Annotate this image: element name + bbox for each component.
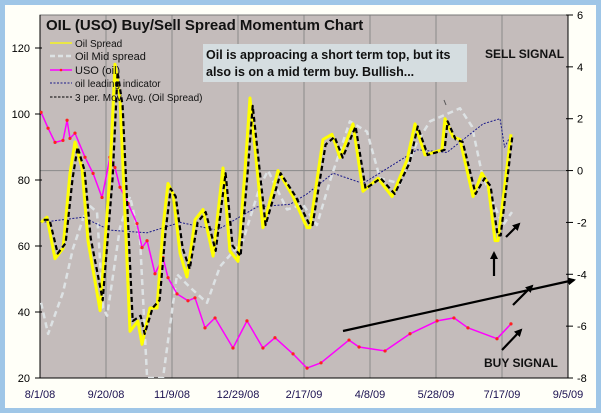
uso-data-point <box>435 319 439 323</box>
uso-data-point <box>61 138 65 142</box>
uso-data-point <box>509 322 513 326</box>
y-left-tick-label: 20 <box>18 373 30 385</box>
uso-data-point <box>68 136 72 141</box>
uso-data-point <box>291 352 295 356</box>
x-tick-label: 7/17/09 <box>484 389 521 401</box>
uso-data-point <box>175 292 179 296</box>
y-right-tick-label: 4 <box>577 62 583 74</box>
uso-data-point <box>203 326 207 330</box>
diagonal-arrow-upper <box>505 222 521 238</box>
y-left-tick-label: 80 <box>18 175 30 187</box>
y-left-tick-label: 100 <box>12 109 30 121</box>
y-right-tick-label: -4 <box>577 269 587 281</box>
uso-data-point <box>273 336 277 340</box>
uso-data-point <box>186 299 190 303</box>
legend-label: USO (oil) <box>75 65 120 77</box>
buy-signal-label: BUY SIGNAL <box>484 356 558 370</box>
y-left-tick-label: 60 <box>18 241 30 253</box>
x-tick-label: 5/28/09 <box>418 389 455 401</box>
y-left-tick-label: 120 <box>12 43 30 55</box>
x-tick-label: 2/17/09 <box>286 389 323 401</box>
legend-marker-uso <box>59 68 63 72</box>
uso-data-point <box>83 155 87 159</box>
note-box: Oil is approacing a short term top, but … <box>203 44 467 82</box>
legend-label: Oil Spread <box>75 39 122 50</box>
uso-data-point <box>347 338 351 342</box>
uso-data-point <box>91 171 95 175</box>
series-3-per-mov-avg-oil-spread <box>43 70 514 335</box>
y-right-tick-label: 2 <box>577 114 583 126</box>
uso-data-point <box>383 349 387 353</box>
x-tick-label: 12/29/08 <box>217 389 260 401</box>
uso-data-point <box>140 246 144 250</box>
uso-data-point <box>357 345 361 349</box>
uso-data-point <box>466 326 470 330</box>
uso-data-point <box>113 165 117 170</box>
x-tick-label: 9/5/09 <box>553 389 584 401</box>
uso-data-point <box>495 337 499 341</box>
y-right-tick-label: 6 <box>577 10 583 22</box>
x-tick-label: 8/1/08 <box>25 389 56 401</box>
diagonal-arrow-middle <box>512 284 534 306</box>
uso-data-point <box>40 110 43 114</box>
trend-arrow <box>342 277 576 333</box>
chart-title: OIL (USO) Buy/Sell Spread Momentum Chart <box>46 17 363 34</box>
note-line-2: also is on a mid term buy. Bullish... <box>206 65 414 79</box>
sell-signal-label: SELL SIGNAL <box>485 47 564 61</box>
uso-data-point <box>166 276 170 280</box>
legend-label: 3 per. Mov. Avg. (Oil Spread) <box>75 93 202 104</box>
note-line-1: Oil is approacing a short term top, but … <box>206 48 451 62</box>
uso-data-point <box>145 239 149 243</box>
uso-data-point <box>213 316 217 320</box>
x-tick-label: 11/9/08 <box>154 389 190 401</box>
uso-data-point <box>231 346 235 350</box>
diagonal-arrow-lower <box>501 328 523 351</box>
uso-data-point <box>118 185 122 189</box>
uso-data-point <box>245 319 249 323</box>
y-left-tick-label: 40 <box>18 307 30 319</box>
legend-label: Oil Mid spread <box>75 51 146 63</box>
x-tick-label: 9/20/08 <box>88 389 125 401</box>
uso-data-point <box>261 346 265 350</box>
uso-data-point <box>135 221 139 226</box>
uso-data-point <box>46 126 50 130</box>
uso-data-point <box>100 195 104 200</box>
y-right-tick-label: 0 <box>577 166 583 178</box>
x-tick-label: 4/8/09 <box>355 389 386 401</box>
y-right-tick-label: -2 <box>577 217 587 229</box>
uso-data-point <box>153 272 157 276</box>
uso-data-point <box>452 316 456 320</box>
legend: Oil Spread Oil Mid spread USO (oil) oil … <box>50 39 202 104</box>
uso-data-point <box>305 366 309 370</box>
uso-data-point <box>73 131 77 135</box>
series-oil-mid-spread <box>40 107 514 378</box>
uso-data-point <box>53 140 57 144</box>
y-right-tick-label: -6 <box>577 321 587 333</box>
uso-data-point <box>408 332 412 336</box>
stray-mark <box>443 99 447 106</box>
uso-data-point <box>193 296 197 300</box>
uso-data-point <box>319 361 323 365</box>
y-right-tick-label: -8 <box>577 373 587 385</box>
legend-label: oil leading indicator <box>75 79 161 90</box>
series-oil-leading-indicator <box>41 118 511 234</box>
uso-data-point <box>65 118 69 122</box>
